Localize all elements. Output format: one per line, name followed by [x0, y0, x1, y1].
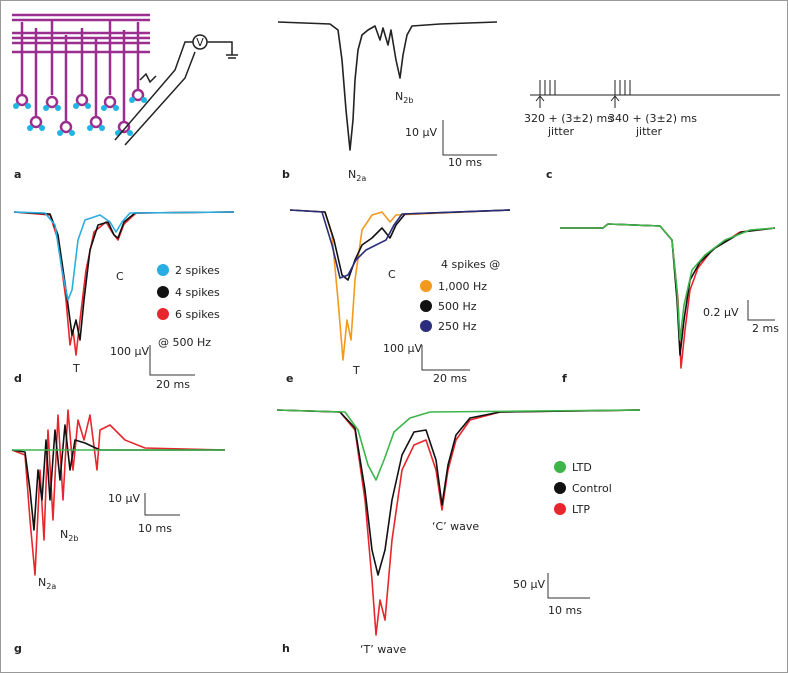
trace — [13, 211, 235, 301]
panel-letter: f — [562, 372, 567, 385]
legend-title: 4 spikes @ — [441, 258, 500, 271]
legend-dot — [420, 280, 432, 292]
peak-base: N — [348, 168, 356, 181]
legend-dot — [554, 482, 566, 494]
trace — [289, 209, 511, 281]
scale-bar — [747, 300, 775, 321]
electrode — [114, 34, 238, 146]
legend-dot — [554, 503, 566, 515]
trace — [276, 409, 641, 636]
scale-label: 10 ms — [138, 522, 172, 535]
trace — [11, 424, 225, 531]
peak-label: N2b — [395, 90, 413, 105]
legend-dot — [554, 461, 566, 473]
scale-label: 10 μV — [108, 492, 140, 505]
peak-label: N2b — [60, 528, 78, 543]
peak-sub: 2b — [403, 96, 413, 105]
peak-sub: 2a — [356, 174, 366, 183]
scale-bar — [547, 573, 590, 599]
scale-label: 100 μV — [383, 342, 422, 355]
panel-letter: a — [14, 168, 21, 181]
scale-label: 0.2 μV — [703, 306, 739, 319]
legend-label: 500 Hz — [438, 300, 477, 313]
panel-letter: b — [282, 168, 290, 181]
peak-base: N — [38, 576, 46, 589]
panel-letter: g — [14, 642, 22, 655]
legend-label: Control — [572, 482, 612, 495]
spike-trains — [530, 80, 780, 108]
dendrites — [13, 97, 147, 136]
scale-bar — [144, 493, 180, 516]
trace — [276, 409, 641, 576]
panel-letter: d — [14, 372, 22, 385]
scale-label: 10 ms — [448, 156, 482, 169]
scale-bar — [442, 120, 497, 156]
train-label: jitter — [635, 125, 663, 138]
peak-label: N2a — [38, 576, 56, 591]
scale-label: 10 μV — [405, 126, 437, 139]
wave-label: C — [116, 270, 124, 283]
legend-dot — [157, 286, 169, 298]
scale-label: 20 ms — [156, 378, 190, 391]
scale-label: 2 ms — [752, 322, 779, 335]
trace — [560, 223, 776, 341]
peak-sub: 2a — [46, 582, 56, 591]
wave-label: C — [388, 268, 396, 281]
scale-bar — [421, 345, 470, 371]
legend-label: 4 spikes — [175, 286, 220, 299]
legend-label: 1,000 Hz — [438, 280, 487, 293]
trace — [289, 209, 511, 279]
legend-dot — [420, 300, 432, 312]
legend-label: LTD — [572, 461, 592, 474]
legend-label: 250 Hz — [438, 320, 477, 333]
trace — [276, 409, 641, 481]
peak-base: N — [395, 90, 403, 103]
panel-letter: h — [282, 642, 290, 655]
network-schematic — [12, 13, 150, 134]
scale-label: 50 μV — [513, 578, 545, 591]
wave-label: ‘C’ wave — [432, 520, 479, 533]
peak-sub: 2b — [68, 534, 78, 543]
scale-bar — [149, 345, 195, 376]
legend-label: 2 spikes — [175, 264, 220, 277]
panel-letter: c — [546, 168, 553, 181]
legend-dot — [157, 264, 169, 276]
trace — [13, 211, 235, 341]
legend-dot — [420, 320, 432, 332]
wave-label: ‘T’ wave — [360, 643, 406, 656]
panel-letter: e — [286, 372, 293, 385]
wave-label: T — [72, 362, 80, 375]
legend-label: LTP — [572, 503, 590, 516]
train-label: 320 + (3±2) ms — [524, 112, 613, 125]
scale-label: 10 ms — [548, 604, 582, 617]
peak-base: N — [60, 528, 68, 541]
legend-label: 6 spikes — [175, 308, 220, 321]
scale-label: 20 ms — [433, 372, 467, 385]
peak-label: N2a — [348, 168, 366, 183]
scale-label: 100 μV — [110, 345, 149, 358]
legend-dot — [157, 308, 169, 320]
meter-label: V — [196, 36, 204, 49]
wave-label: T — [352, 364, 360, 377]
train-label: jitter — [547, 125, 575, 138]
scale-label: @ 500 Hz — [158, 336, 211, 349]
trace — [277, 21, 498, 151]
trace — [11, 409, 226, 576]
train-label: 340 + (3±2) ms — [608, 112, 697, 125]
